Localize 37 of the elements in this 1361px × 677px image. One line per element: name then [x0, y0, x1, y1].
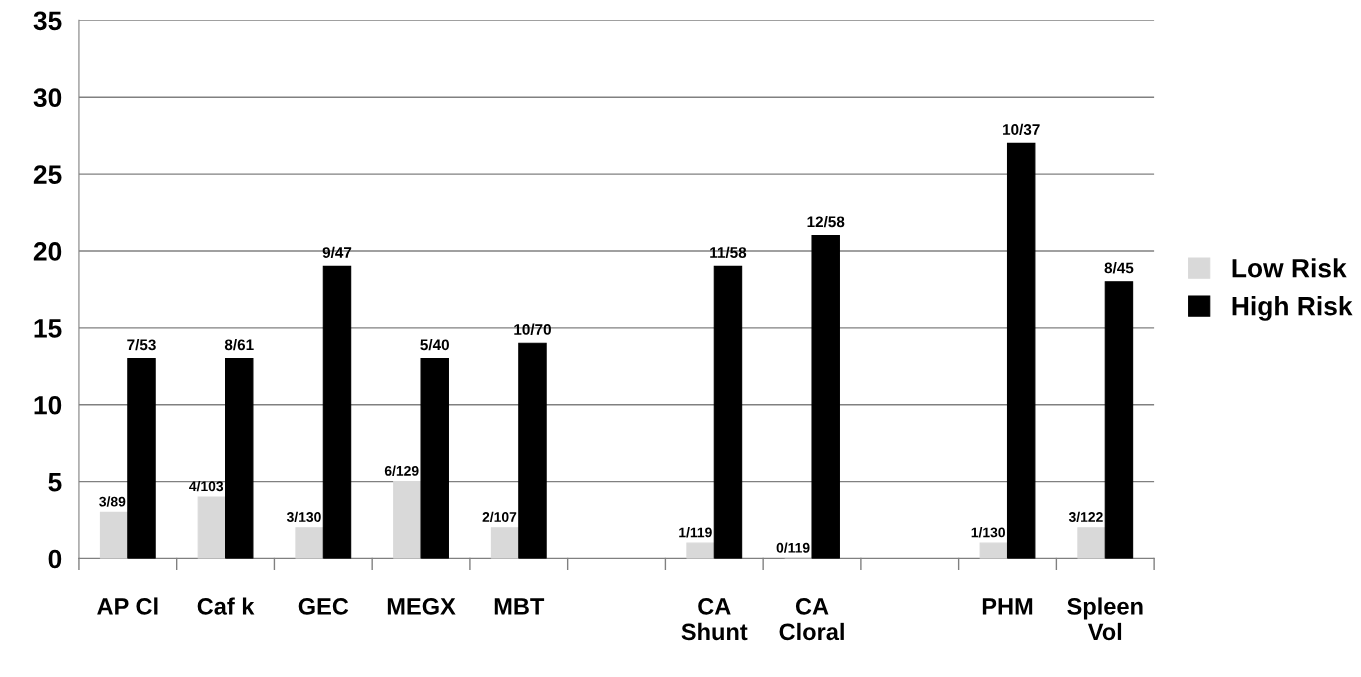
data-label: 10/37 — [1003, 123, 1040, 136]
x-tick-label: PHM — [982, 598, 1033, 615]
x-tick-label: GEC — [298, 598, 349, 615]
data-label: 3/122 — [1068, 511, 1103, 523]
data-label: 8/61 — [224, 338, 254, 351]
y-tick-label: 25 — [33, 165, 62, 184]
x-tick-label: Caf k — [197, 597, 255, 615]
data-label: 8/45 — [1104, 262, 1134, 274]
data-label: 3/130 — [286, 511, 321, 523]
data-label: 3/89 — [99, 496, 126, 507]
x-tick-label: MEGX — [387, 598, 456, 615]
legend-label: High Risk — [1232, 296, 1353, 321]
data-label: 5/40 — [420, 338, 449, 351]
data-label: 10/70 — [514, 323, 551, 335]
y-tick-label: 5 — [48, 473, 62, 492]
y-tick-label: 35 — [33, 11, 62, 31]
x-tick-label: MBT — [494, 598, 545, 615]
data-label: 2/107 — [482, 511, 517, 523]
data-label: 12/58 — [807, 215, 845, 228]
data-label: 9/47 — [322, 246, 352, 259]
x-tick-label: CA Shunt — [681, 598, 748, 641]
data-label: 1/119 — [679, 527, 712, 538]
data-label: 0/119 — [776, 542, 810, 553]
data-label: 11/58 — [710, 246, 747, 259]
y-tick-label: 20 — [33, 242, 62, 261]
y-tick-label: 10 — [34, 395, 62, 415]
x-tick-label: CA Cloral — [779, 598, 844, 641]
y-tick-label: 30 — [33, 88, 62, 108]
x-tick-label: Spleen Vol — [1067, 597, 1143, 641]
data-label: 7/53 — [127, 338, 156, 351]
data-label: 1/130 — [971, 527, 1005, 538]
y-tick-label: 15 — [34, 319, 62, 338]
y-tick-label: 0 — [48, 549, 62, 569]
legend-label: Low Risk — [1232, 258, 1347, 278]
x-tick-label: AP Cl — [97, 597, 158, 615]
data-label: 4/103 — [189, 480, 224, 492]
data-label: 6/129 — [384, 465, 419, 476]
